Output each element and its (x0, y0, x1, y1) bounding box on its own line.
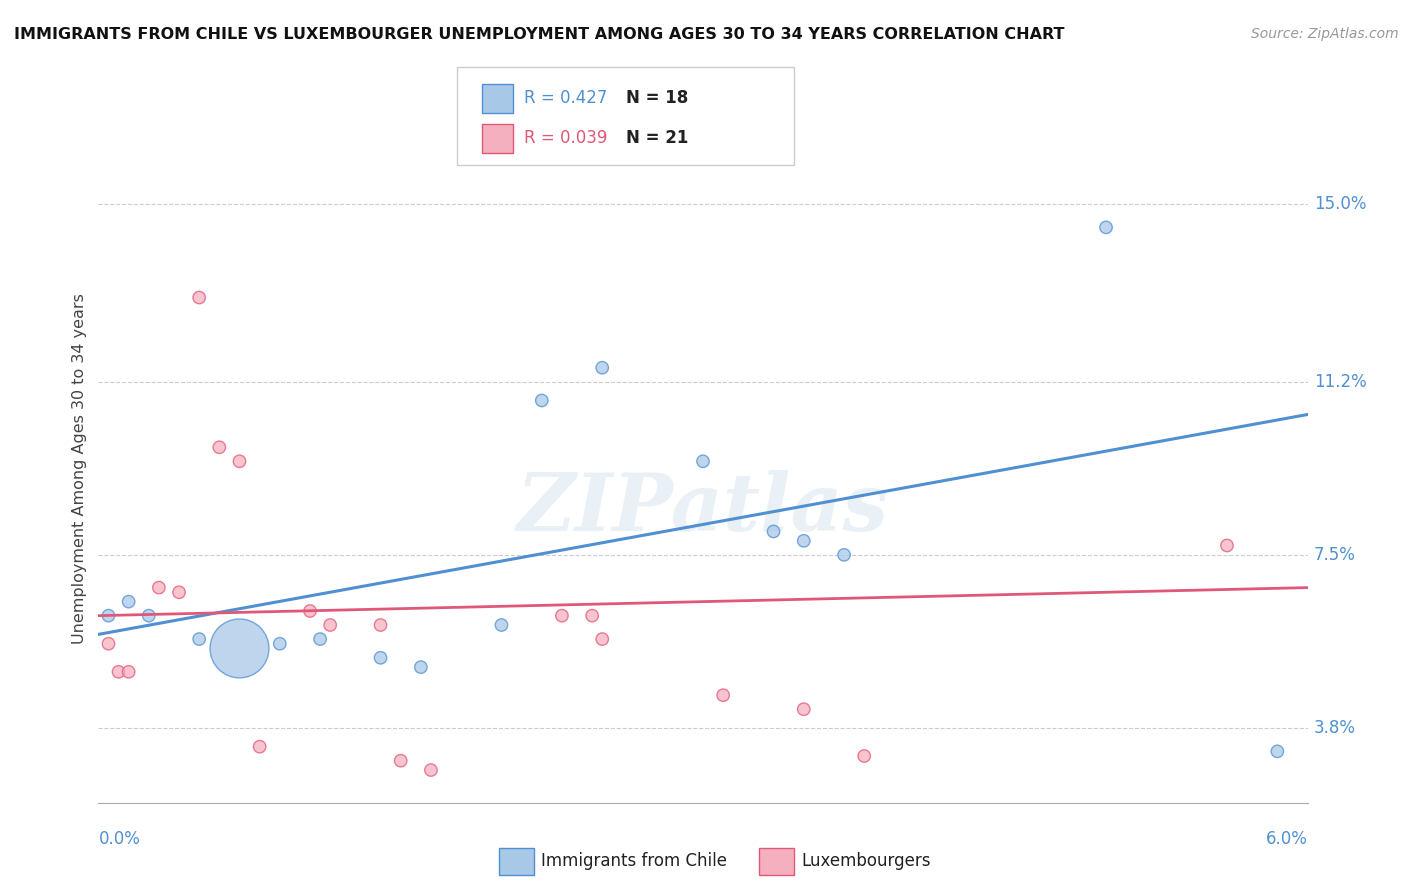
Point (299, 604, 322, 618)
Point (1265, 744, 1288, 758)
Text: 15.0%: 15.0% (1313, 195, 1367, 213)
Text: 6.0%: 6.0% (1265, 830, 1308, 847)
Y-axis label: Unemployment Among Ages 30 to 34 years: Unemployment Among Ages 30 to 34 years (72, 293, 87, 644)
Point (793, 702, 815, 716)
Point (832, 548, 855, 562)
Point (188, 632, 211, 646)
Point (591, 360, 613, 375)
Point (1095, 220, 1118, 235)
Point (148, 581, 170, 595)
Point (138, 608, 160, 623)
Text: 3.8%: 3.8% (1313, 719, 1355, 737)
Point (692, 454, 714, 468)
Text: Immigrants from Chile: Immigrants from Chile (541, 852, 727, 870)
Point (491, 618, 513, 632)
Point (591, 632, 613, 646)
Point (389, 754, 412, 768)
Text: Source: ZipAtlas.com: Source: ZipAtlas.com (1251, 27, 1399, 41)
Text: R = 0.427: R = 0.427 (524, 89, 607, 107)
Text: 11.2%: 11.2% (1313, 373, 1367, 391)
Point (409, 660, 432, 674)
Point (551, 608, 574, 623)
Point (208, 440, 231, 454)
Point (309, 632, 332, 646)
Text: Luxembourgers: Luxembourgers (801, 852, 931, 870)
Point (167, 585, 190, 599)
Point (228, 641, 250, 656)
Point (419, 763, 441, 777)
Text: N = 18: N = 18 (626, 89, 688, 107)
Text: ZIPatlas: ZIPatlas (517, 470, 889, 547)
Point (793, 533, 815, 548)
Point (711, 688, 734, 702)
Text: IMMIGRANTS FROM CHILE VS LUXEMBOURGER UNEMPLOYMENT AMONG AGES 30 TO 34 YEARS COR: IMMIGRANTS FROM CHILE VS LUXEMBOURGER UN… (14, 27, 1064, 42)
Point (107, 665, 129, 679)
Point (319, 618, 342, 632)
Text: 0.0%: 0.0% (98, 830, 141, 847)
Point (97, 608, 120, 623)
Point (118, 665, 141, 679)
Point (228, 454, 250, 468)
Text: N = 21: N = 21 (626, 129, 688, 147)
Text: R = 0.039: R = 0.039 (524, 129, 607, 147)
Point (188, 291, 211, 305)
Point (118, 594, 141, 608)
Point (370, 650, 392, 665)
Point (97, 637, 120, 651)
Point (530, 393, 553, 408)
Point (249, 739, 271, 754)
Point (269, 637, 291, 651)
Point (853, 749, 876, 764)
Point (1216, 539, 1239, 553)
Point (762, 524, 785, 539)
Text: 7.5%: 7.5% (1313, 546, 1355, 564)
Point (581, 608, 603, 623)
Point (370, 618, 392, 632)
